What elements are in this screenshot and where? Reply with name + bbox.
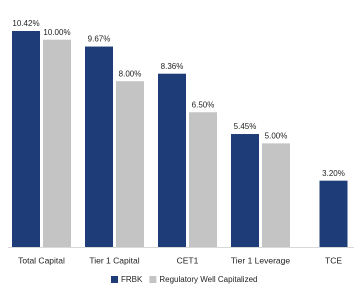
bar xyxy=(262,143,290,247)
bar xyxy=(189,112,217,247)
legend-label: Regulatory Well Capitalized xyxy=(159,275,257,284)
legend-swatch xyxy=(149,276,157,283)
x-tick-label: Tier 1 Capital xyxy=(89,255,139,265)
value-label: 3.20% xyxy=(322,169,345,178)
x-tick-label: Total Capital xyxy=(18,255,65,265)
x-tick-label: TCE xyxy=(325,255,342,265)
value-label: 5.45% xyxy=(234,122,257,131)
bar xyxy=(158,73,186,248)
value-label: 6.50% xyxy=(192,100,215,109)
value-label: 8.00% xyxy=(119,69,142,78)
bar xyxy=(85,46,113,247)
value-label: 10.42% xyxy=(12,19,39,28)
bar xyxy=(12,31,40,247)
bar xyxy=(231,134,259,247)
value-label: 10.00% xyxy=(43,28,70,37)
bar xyxy=(116,81,144,247)
value-label: 8.36% xyxy=(161,62,184,71)
legend-label: FRBK xyxy=(121,275,143,284)
legend-swatch xyxy=(111,276,118,283)
x-tick-label: Tier 1 Leverage xyxy=(231,255,290,265)
value-label: 5.00% xyxy=(265,131,288,140)
bar xyxy=(43,39,71,248)
value-label: 9.67% xyxy=(88,35,111,44)
bar xyxy=(319,180,348,247)
x-tick-label: CET1 xyxy=(177,255,199,265)
